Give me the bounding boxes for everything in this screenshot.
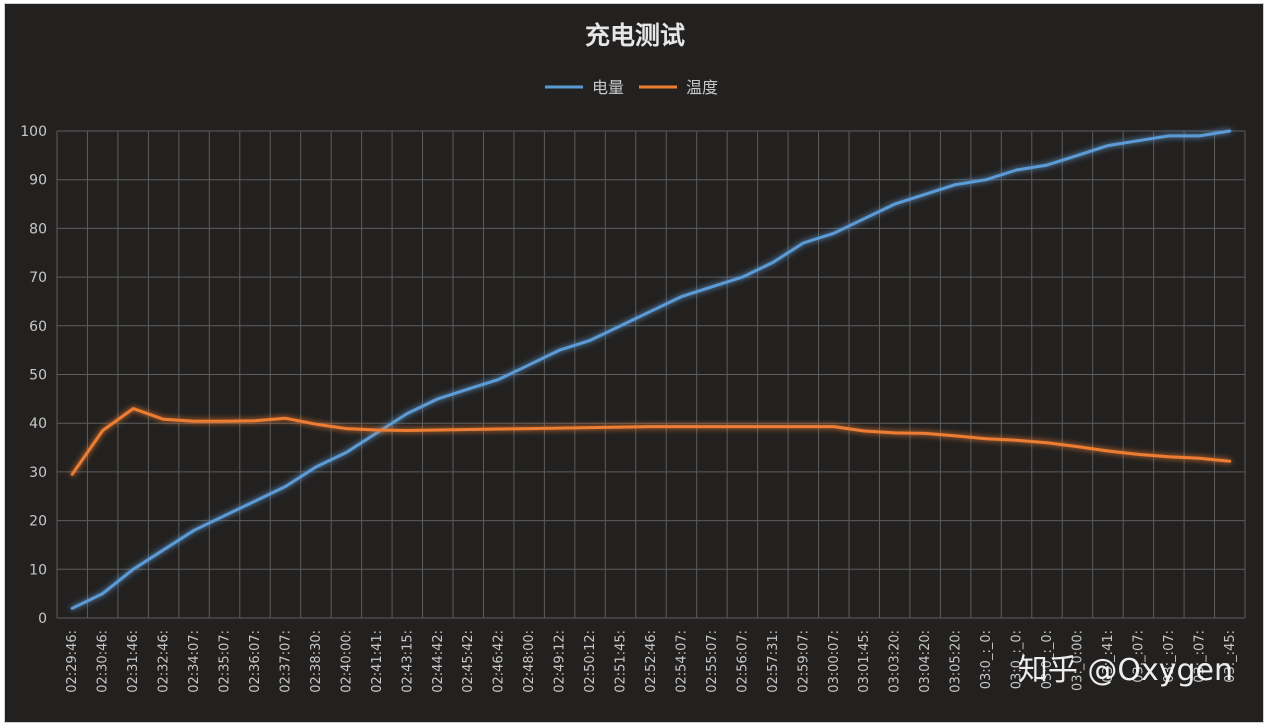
y-tick-label: 50 [29, 368, 47, 384]
x-tick-label: 03:0_:_0: [979, 630, 994, 689]
legend-label-0: 电量 [592, 78, 624, 97]
x-tick-label: 02:44:42: [431, 630, 446, 693]
x-tick-label: 02:29:46: [65, 630, 80, 693]
chart-frame: 充电测试 电量 温度 0 10 20 30 40 50 60 70 80 90 100 02:29:4… [4, 3, 1264, 723]
x-tick-label: 03:_:41: [1101, 630, 1116, 683]
x-tick-label: 02:37:07: [278, 630, 293, 693]
series-line-1 [70, 407, 1232, 476]
x-tick-label: 03:01:45: [857, 630, 872, 693]
grid [56, 130, 1246, 619]
x-tick-label: 02:30:46: [96, 630, 111, 693]
x-axis: 02:29:46: 02:30:46: 02:31:46: 02:32:46: 02:3… [65, 630, 1238, 693]
x-tick-label: 02:49:12: [553, 630, 568, 693]
x-tick-label: 03:_:07: [1192, 630, 1207, 683]
x-tick-label: 02:50:12: [583, 630, 598, 693]
line-chart: 充电测试 电量 温度 0 10 20 30 40 50 60 70 80 90 100 02:29:4… [20, 21, 1246, 693]
x-tick-label: 03:_:07: [1162, 630, 1177, 683]
y-tick-label: 10 [29, 562, 47, 578]
watermark: 知乎 @Oxygen [1018, 653, 1233, 688]
x-tick-label: 02:35:07: [218, 630, 233, 693]
y-tick-label: 20 [29, 514, 47, 530]
x-tick-label: 02:32:46: [157, 630, 172, 693]
x-tick-label: 02:51:45: [614, 630, 629, 693]
x-tick-label: 02:55:07: [705, 630, 720, 693]
y-tick-label: 90 [29, 173, 47, 189]
y-tick-label: 60 [29, 319, 47, 335]
y-tick-label: 0 [38, 611, 47, 627]
legend: 电量 温度 [545, 78, 718, 97]
x-tick-label: 03:04:20: [918, 630, 933, 693]
x-tick-label: 02:43:15: [400, 630, 415, 693]
x-tick-label: 02:48:00: [522, 630, 537, 693]
x-tick-label: 03:0_:_0: [1010, 630, 1025, 689]
x-tick-label: 02:59:07: [796, 630, 811, 693]
legend-label-1: 温度 [686, 78, 718, 97]
chart-title: 充电测试 [585, 21, 685, 50]
y-axis: 0 10 20 30 40 50 60 70 80 90 100 [20, 124, 47, 627]
x-tick-label: 02:40:00: [339, 630, 354, 693]
x-tick-label: 03:_0:00: [1070, 630, 1085, 691]
y-tick-label: 40 [29, 416, 47, 432]
x-tick-label: 02:34:07: [187, 630, 202, 693]
x-tick-label: 03:_:07: [1131, 630, 1146, 683]
y-tick-label: 80 [29, 221, 47, 237]
x-tick-label: 02:41:41: [370, 630, 385, 693]
x-tick-label: 03:05:20: [949, 630, 964, 693]
x-tick-label: 02:54:07: [674, 630, 689, 693]
series-line-0 [70, 129, 1232, 610]
y-tick-label: 30 [29, 465, 47, 481]
x-tick-label: 03:03:20: [888, 630, 903, 693]
x-tick-label: 02:38:30: [309, 630, 324, 693]
x-tick-label: 03:0_:_0: [1040, 630, 1055, 689]
x-tick-label: 02:57:31: [766, 630, 781, 693]
x-tick-label: 02:56:07: [735, 630, 750, 693]
y-tick-label: 70 [29, 270, 47, 286]
x-tick-label: 02:36:07: [248, 630, 263, 693]
x-tick-label: 02:45:42: [461, 630, 476, 693]
y-tick-label: 100 [20, 124, 47, 140]
x-tick-label: 03:_:45: [1223, 630, 1238, 683]
x-tick-label: 02:52:46: [644, 630, 659, 693]
x-tick-label: 03:00:07: [827, 630, 842, 693]
x-tick-label: 02:31:46: [126, 630, 141, 693]
x-tick-label: 02:46:42: [492, 630, 507, 693]
series-lines [70, 129, 1232, 610]
